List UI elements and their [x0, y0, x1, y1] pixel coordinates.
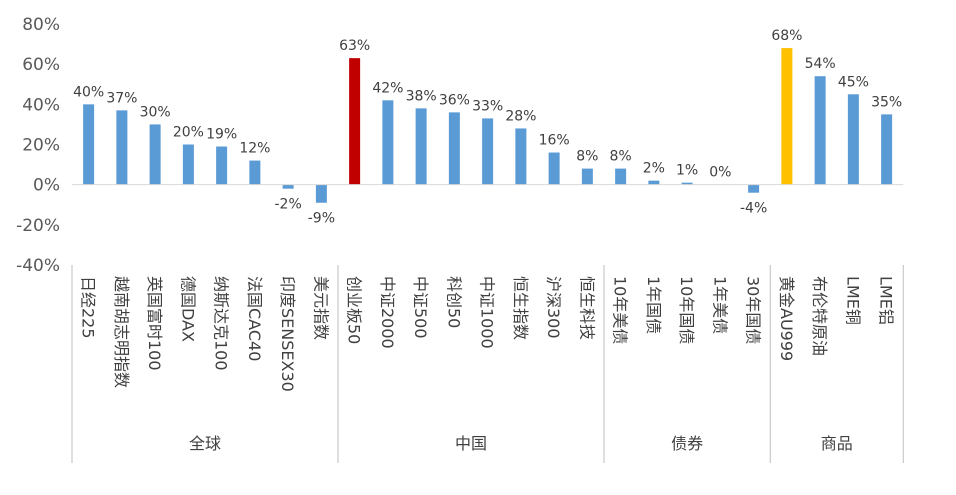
bar [315, 184, 327, 203]
data-label: -2% [274, 197, 301, 213]
bar [548, 152, 560, 185]
bar [781, 48, 793, 185]
category-label: 10年国债 [677, 276, 696, 344]
data-label: -4% [740, 201, 767, 217]
data-label: 20% [173, 125, 204, 141]
data-label: 63% [339, 38, 370, 54]
data-label: 0% [709, 165, 731, 181]
category-label: 越南胡志明指数 [112, 276, 131, 388]
data-labels: 40% 37%30%20% 19%12%-2%-9%63%42%38% 36% 33%2… [73, 28, 902, 227]
data-label: 28% [505, 108, 536, 124]
category-label: 科创50 [444, 276, 463, 328]
data-label: 40% [73, 84, 104, 100]
bar [515, 128, 527, 185]
category-label: 恒生科技 [577, 276, 596, 340]
category-label: 30年国债 [744, 276, 763, 344]
category-label: 美元指数 [311, 276, 330, 340]
bar [282, 184, 294, 189]
data-label: 68% [771, 28, 802, 44]
bar [581, 168, 593, 185]
category-labels: 日经225 越南胡志明指数 英国富时100 德国DAX 纳斯达克100 法国CAC40 印度… [79, 276, 896, 392]
group-label: 全球 [189, 434, 221, 453]
bar [748, 184, 760, 193]
data-label: 19% [206, 127, 237, 143]
bar [149, 124, 161, 185]
category-label: 1年国债 [644, 276, 663, 334]
y-tick-label: 80% [22, 15, 60, 35]
category-label: 中证2000 [378, 276, 397, 349]
data-label: 12% [239, 141, 270, 157]
data-label: -9% [308, 211, 335, 227]
category-label: 法国CAC40 [245, 276, 264, 361]
group-label: 商品 [821, 434, 853, 453]
y-tick-label: 0% [33, 176, 60, 196]
data-label: 38% [406, 88, 437, 104]
data-label: 54% [805, 56, 836, 72]
bar [681, 182, 693, 185]
category-label: 纳斯达克100 [212, 276, 231, 371]
bar [216, 146, 228, 185]
y-tick-label: 40% [22, 95, 60, 115]
category-label: 印度SENSEX30 [278, 276, 297, 392]
bar [83, 104, 95, 185]
bar [615, 168, 627, 185]
bar [116, 110, 128, 185]
category-label: 沪深300 [544, 276, 563, 339]
data-label: 30% [140, 104, 171, 120]
category-label: 恒生指数 [511, 276, 530, 340]
data-label: 45% [838, 74, 869, 90]
bar [249, 160, 261, 185]
data-label: 42% [372, 80, 403, 96]
bar [349, 58, 361, 185]
data-label: 1% [676, 163, 698, 179]
bar [814, 76, 826, 185]
bar [881, 114, 893, 185]
group-labels: 全球 中国 债券 商品 [71, 265, 904, 463]
category-label: 创业板50 [345, 276, 364, 344]
category-label: 英国富时100 [145, 276, 164, 371]
bar [648, 180, 660, 185]
y-axis: -40% -20% 0% 20% 40% 60% 80% [16, 15, 60, 276]
category-label: 日经225 [79, 276, 98, 339]
y-tick-label: -40% [16, 256, 60, 276]
category-label: 1年美债 [710, 276, 729, 334]
category-label: 10年美债 [611, 276, 630, 344]
category-label: 中证1000 [478, 276, 497, 349]
bars [83, 48, 893, 203]
bar [448, 112, 460, 185]
data-label: 35% [871, 94, 902, 110]
category-label: 布伦特原油 [810, 276, 829, 356]
data-label: 37% [106, 90, 137, 106]
data-label: 33% [472, 98, 503, 114]
data-label: 8% [576, 149, 598, 165]
data-label: 8% [610, 149, 632, 165]
data-label: 16% [539, 133, 570, 149]
category-label: LME铜 [843, 276, 862, 325]
category-label: 黄金AU999 [777, 276, 796, 361]
category-label: LME铝 [877, 276, 896, 325]
bar [415, 108, 427, 185]
y-tick-label: 60% [22, 55, 60, 75]
bar [382, 100, 394, 185]
data-label: 2% [643, 161, 665, 177]
y-tick-label: 20% [22, 136, 60, 156]
data-label: 36% [439, 92, 470, 108]
category-label: 德国DAX [178, 276, 197, 342]
bar [847, 94, 859, 185]
category-label: 中证500 [411, 276, 430, 339]
group-label: 债券 [671, 434, 703, 453]
y-tick-label: -20% [16, 216, 60, 236]
bar [182, 144, 194, 185]
group-label: 中国 [455, 434, 487, 453]
bar [482, 118, 494, 185]
